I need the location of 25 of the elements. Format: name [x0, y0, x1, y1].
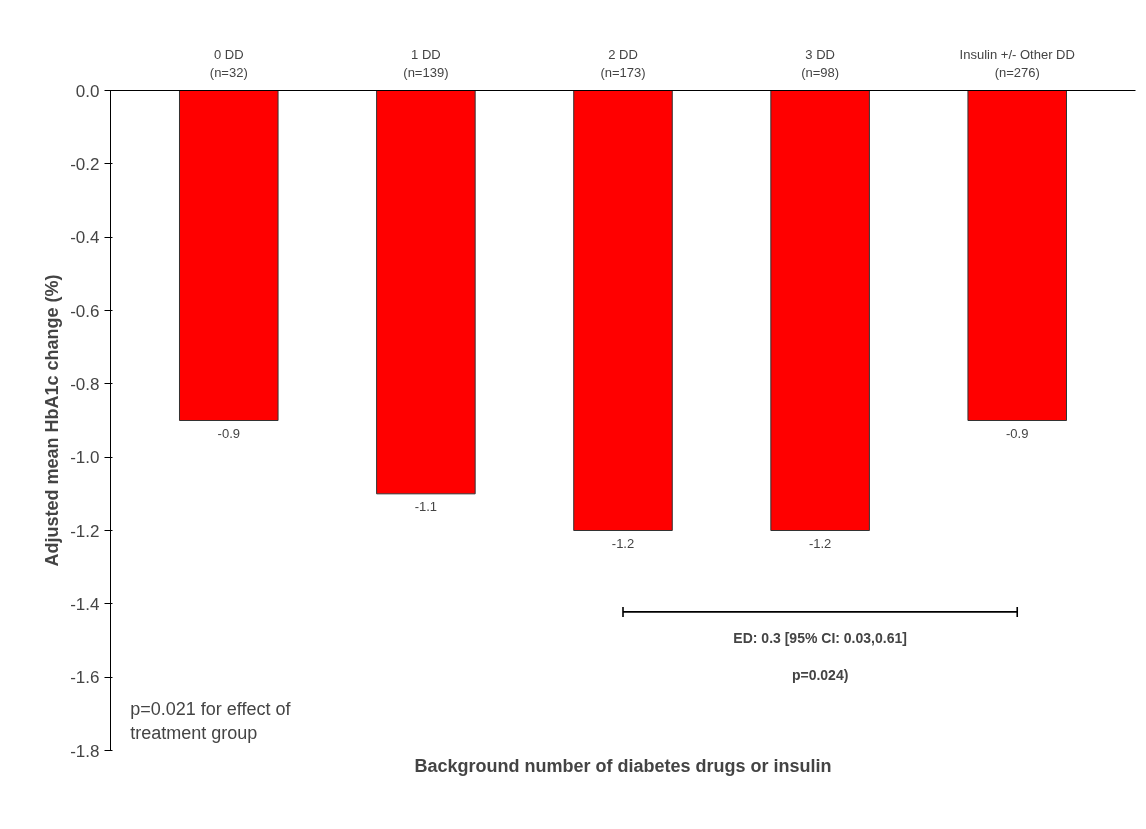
data-label: -1.2: [611, 535, 635, 551]
y-tick-label: -1.2: [70, 521, 100, 541]
y-tick-label: -1.6: [70, 668, 100, 688]
y-tick-label: -1.8: [70, 741, 100, 761]
y-tick-label: 0.0: [75, 81, 100, 101]
x-axis-title: Background number of diabetes drugs or insulin: [414, 755, 832, 776]
y-tick-label: -1.4: [70, 594, 100, 614]
data-label: -0.9: [217, 425, 240, 441]
annotation: p=0.024): [791, 666, 849, 683]
y-axis-title: Adjusted mean HbA1c change (%): [42, 274, 63, 567]
x-tick-label: 2 DD (n=173): [600, 46, 646, 80]
data-label: -1.2: [808, 535, 832, 551]
y-tick-label: -0.8: [70, 374, 100, 394]
data-label: -0.9: [1006, 425, 1029, 441]
y-tick-label: -0.4: [70, 228, 100, 248]
data-label: -1.1: [414, 498, 438, 514]
x-tick-label: 3 DD (n=98): [801, 46, 840, 80]
x-tick-label: 1 DD (n=139): [403, 46, 449, 80]
y-tick-label: -1.0: [70, 448, 100, 468]
x-tick-label: 0 DD (n=32): [209, 46, 248, 80]
y-tick-label: -0.6: [70, 301, 100, 321]
annotation: p=0.021 for effect of treatment group: [130, 699, 292, 744]
annotation: ED: 0.3 [95% CI: 0.03,0.61]: [733, 630, 907, 647]
y-tick-label: -0.2: [70, 154, 100, 174]
x-tick-label: Insulin +/- Other DD (n=276): [959, 46, 1075, 80]
